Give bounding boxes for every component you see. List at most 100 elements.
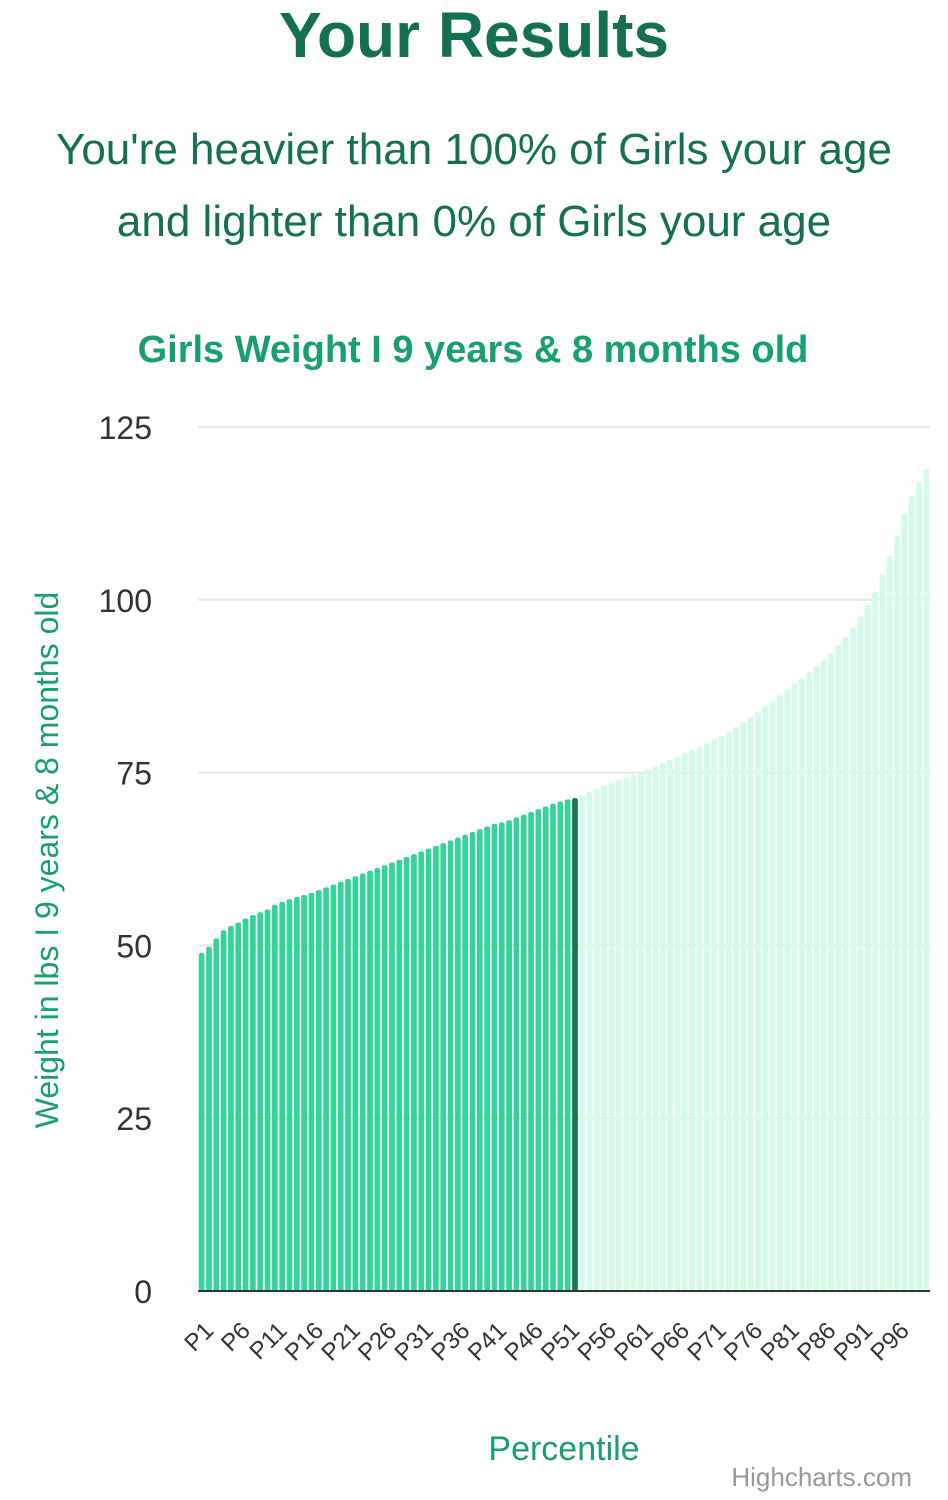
bar-p4[interactable] <box>228 926 234 1291</box>
credits-link[interactable]: Highcharts.com <box>731 1462 912 1492</box>
bar-p46[interactable] <box>535 809 542 1291</box>
bar-p97[interactable] <box>908 496 915 1291</box>
bar-p19[interactable] <box>337 881 344 1291</box>
bar-p54[interactable] <box>594 788 600 1292</box>
bar-p83[interactable] <box>806 672 813 1291</box>
bar-p53[interactable] <box>586 791 593 1291</box>
bar-p9[interactable] <box>264 909 271 1291</box>
bar-p85[interactable] <box>821 659 827 1291</box>
bar-p84[interactable] <box>813 666 820 1291</box>
bar-p0[interactable] <box>198 953 205 1291</box>
bar-p30[interactable] <box>418 851 425 1291</box>
bar-p67[interactable] <box>689 749 695 1291</box>
bar-p93[interactable] <box>879 574 886 1291</box>
bar-p62[interactable] <box>652 766 659 1291</box>
bar-p40[interactable] <box>491 823 498 1291</box>
bar-p55[interactable] <box>601 785 608 1291</box>
bar-p21[interactable] <box>352 876 359 1291</box>
bar-p45[interactable] <box>528 812 534 1291</box>
bar-p98[interactable] <box>916 482 922 1291</box>
bar-p26[interactable] <box>389 862 395 1291</box>
bar-p65[interactable] <box>674 756 681 1291</box>
bar-p25[interactable] <box>381 865 388 1291</box>
bar-p31[interactable] <box>425 848 432 1291</box>
bar-p86[interactable] <box>828 653 835 1291</box>
bar-p90[interactable] <box>857 616 864 1291</box>
bar-p56[interactable] <box>608 782 615 1291</box>
bar-p99[interactable] <box>923 468 930 1292</box>
bar-p36[interactable] <box>462 834 469 1291</box>
bar-p41[interactable] <box>498 822 505 1291</box>
bar-p15[interactable] <box>308 892 315 1291</box>
bar-p32[interactable] <box>433 845 439 1291</box>
bar-p87[interactable] <box>835 645 842 1291</box>
bar-p13[interactable] <box>293 897 300 1291</box>
bar-p27[interactable] <box>396 859 403 1291</box>
bar-p89[interactable] <box>850 627 856 1291</box>
bar-p35[interactable] <box>455 837 461 1291</box>
bar-p44[interactable] <box>520 814 527 1291</box>
bar-p6[interactable] <box>242 918 249 1291</box>
bar-p5[interactable] <box>235 922 242 1291</box>
bar-p71[interactable] <box>718 735 725 1291</box>
bar-p96[interactable] <box>901 514 908 1291</box>
bar-p3[interactable] <box>220 930 227 1291</box>
bar-p10[interactable] <box>272 904 278 1291</box>
bar-p60[interactable] <box>638 771 644 1291</box>
bar-p1[interactable] <box>206 946 212 1291</box>
bar-p12[interactable] <box>286 899 293 1291</box>
bar-p81[interactable] <box>791 684 798 1291</box>
bar-p14[interactable] <box>301 894 307 1291</box>
bar-p28[interactable] <box>403 856 410 1291</box>
bar-p74[interactable] <box>740 722 747 1291</box>
bar-p75[interactable] <box>747 717 754 1291</box>
bar-p51[interactable] <box>572 798 578 1291</box>
bar-p49[interactable] <box>557 801 564 1291</box>
bar-p63[interactable] <box>659 763 666 1291</box>
bar-p76[interactable] <box>755 711 761 1291</box>
bar-p20[interactable] <box>345 879 351 1291</box>
bar-p11[interactable] <box>279 901 286 1291</box>
bar-p7[interactable] <box>250 914 256 1291</box>
bar-p50[interactable] <box>564 799 571 1291</box>
bar-p88[interactable] <box>842 637 849 1291</box>
bar-p52[interactable] <box>579 795 586 1291</box>
bar-p77[interactable] <box>762 706 769 1291</box>
bar-p94[interactable] <box>886 556 893 1291</box>
bar-p47[interactable] <box>542 806 549 1291</box>
bar-p37[interactable] <box>469 832 476 1291</box>
bar-p58[interactable] <box>623 777 630 1291</box>
bar-p39[interactable] <box>484 826 490 1291</box>
bar-p43[interactable] <box>513 817 520 1291</box>
bar-p73[interactable] <box>733 726 739 1291</box>
bar-p24[interactable] <box>374 867 381 1291</box>
bar-p69[interactable] <box>703 742 710 1291</box>
bar-p92[interactable] <box>872 591 878 1291</box>
bar-p22[interactable] <box>359 873 366 1291</box>
bar-p61[interactable] <box>645 769 652 1291</box>
bar-p59[interactable] <box>630 774 637 1291</box>
bar-p33[interactable] <box>440 843 447 1291</box>
bar-p16[interactable] <box>315 890 322 1291</box>
bar-p95[interactable] <box>894 535 900 1291</box>
bar-p66[interactable] <box>681 753 688 1291</box>
bar-p57[interactable] <box>616 780 622 1291</box>
bar-p82[interactable] <box>799 678 805 1291</box>
bar-p72[interactable] <box>725 731 732 1291</box>
bar-p68[interactable] <box>696 746 703 1291</box>
bar-p91[interactable] <box>864 604 871 1291</box>
bar-p79[interactable] <box>777 695 783 1291</box>
bar-p29[interactable] <box>411 854 417 1291</box>
bar-p70[interactable] <box>711 739 717 1291</box>
bar-p23[interactable] <box>367 870 373 1291</box>
bar-p42[interactable] <box>506 820 512 1291</box>
bar-p34[interactable] <box>447 840 454 1291</box>
bar-p2[interactable] <box>213 938 220 1291</box>
bar-p48[interactable] <box>550 803 556 1291</box>
bar-p38[interactable] <box>476 829 483 1291</box>
bar-p80[interactable] <box>784 689 791 1291</box>
bar-p64[interactable] <box>667 760 673 1291</box>
bar-p8[interactable] <box>257 912 264 1291</box>
bar-p78[interactable] <box>769 700 776 1291</box>
bar-p18[interactable] <box>330 884 337 1291</box>
